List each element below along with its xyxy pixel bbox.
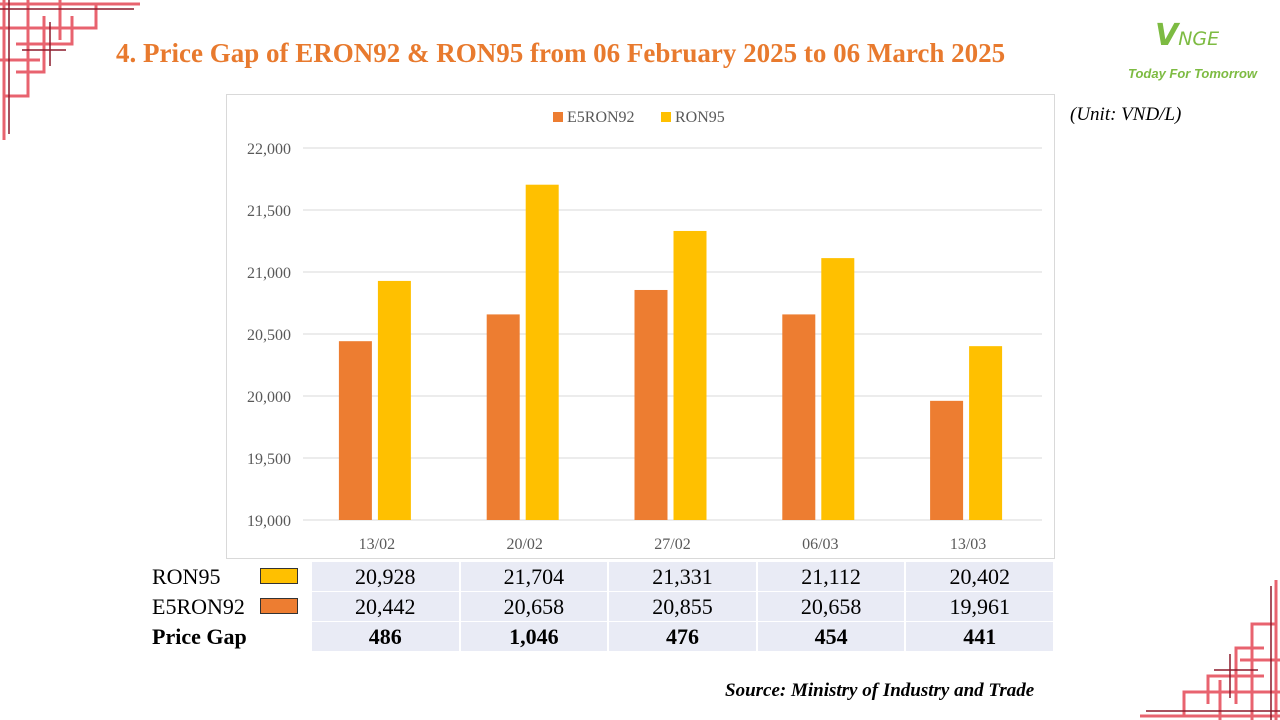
y-tick-label: 20,000: [247, 389, 291, 406]
row-label: E5RON92: [152, 593, 245, 619]
row-label-cell: E5RON92: [151, 591, 312, 622]
x-tick-label: 06/03: [802, 536, 838, 553]
table-row: Price Gap 486 1,046 476 454 441: [151, 621, 1055, 652]
x-tick-label: 20/02: [506, 536, 542, 553]
corner-ornament-top-left: [0, 0, 140, 140]
bar-ron95: [673, 230, 707, 520]
bar-ron95: [525, 184, 559, 520]
corner-ornament-bottom-right: [1140, 580, 1280, 720]
table-cell: 20,928: [311, 562, 461, 592]
bar-ron95: [377, 280, 411, 520]
table-cell: 20,658: [756, 591, 907, 622]
legend-swatch: [260, 598, 298, 614]
bar-chart: 19,000 19,500 20,000 20,500 21,000 21,500 22,0…: [247, 109, 1042, 553]
table-cell: 476: [608, 621, 758, 652]
table-cell: 1,046: [459, 621, 610, 652]
bar-e5ron92: [782, 314, 816, 520]
x-tick-label: 13/03: [950, 536, 986, 553]
y-tick-label: 21,000: [247, 265, 291, 282]
table-cell: 21,704: [459, 562, 610, 592]
row-label: Price Gap: [152, 623, 247, 649]
bar-ron95: [969, 346, 1003, 520]
vnge-logo: VNGE Today For Tomorrow: [1125, 14, 1265, 86]
table-cell: 441: [905, 621, 1055, 652]
bar-e5ron92: [634, 289, 668, 520]
legend-label: E5RON92: [567, 109, 635, 126]
table-cell: 21,331: [608, 562, 758, 592]
row-label-cell: RON95: [151, 562, 312, 592]
table-cell: 20,442: [311, 591, 461, 622]
row-label-cell: Price Gap: [151, 621, 312, 652]
legend-swatch: [260, 568, 298, 584]
y-tick-label: 19,000: [247, 513, 291, 530]
x-tick-label: 27/02: [654, 536, 690, 553]
legend-swatch: [553, 112, 563, 122]
y-tick-label: 20,500: [247, 327, 291, 344]
logo-mark: VNGE: [1155, 18, 1220, 53]
table-cell: 20,855: [608, 591, 758, 622]
bar-ron95: [821, 258, 855, 520]
unit-label: (Unit: VND/L): [1070, 104, 1182, 125]
data-table: RON95 20,928 21,704 21,331 21,112 20,402 E5RON…: [151, 562, 1055, 652]
table-cell: 20,402: [905, 562, 1055, 592]
table-cell: 19,961: [905, 591, 1055, 622]
bar-e5ron92: [338, 341, 372, 520]
table-cell: 454: [756, 621, 907, 652]
page-title: 4. Price Gap of ERON92 & RON95 from 06 F…: [116, 38, 1006, 68]
source-note: Source: Ministry of Industry and Trade: [725, 680, 1035, 701]
table-cell: 20,658: [459, 591, 610, 622]
bar-e5ron92: [486, 314, 520, 520]
x-tick-label: 13/02: [359, 536, 395, 553]
table-cell: 21,112: [756, 562, 907, 592]
table-row: E5RON92 20,442 20,658 20,855 20,658 19,961: [151, 591, 1055, 622]
row-label: RON95: [152, 563, 221, 589]
table-row: RON95 20,928 21,704 21,331 21,112 20,402: [151, 562, 1055, 592]
logo-tagline: Today For Tomorrow: [1128, 66, 1258, 81]
y-tick-label: 21,500: [247, 203, 291, 220]
chart-area: 19,000 19,500 20,000 20,500 21,000 21,500 22,0…: [226, 94, 1055, 559]
bar-e5ron92: [930, 400, 964, 520]
y-tick-label: 22,000: [247, 141, 291, 158]
legend-swatch: [661, 112, 671, 122]
table-cell: 486: [311, 621, 461, 652]
legend-label: RON95: [675, 109, 725, 126]
y-tick-label: 19,500: [247, 451, 291, 468]
